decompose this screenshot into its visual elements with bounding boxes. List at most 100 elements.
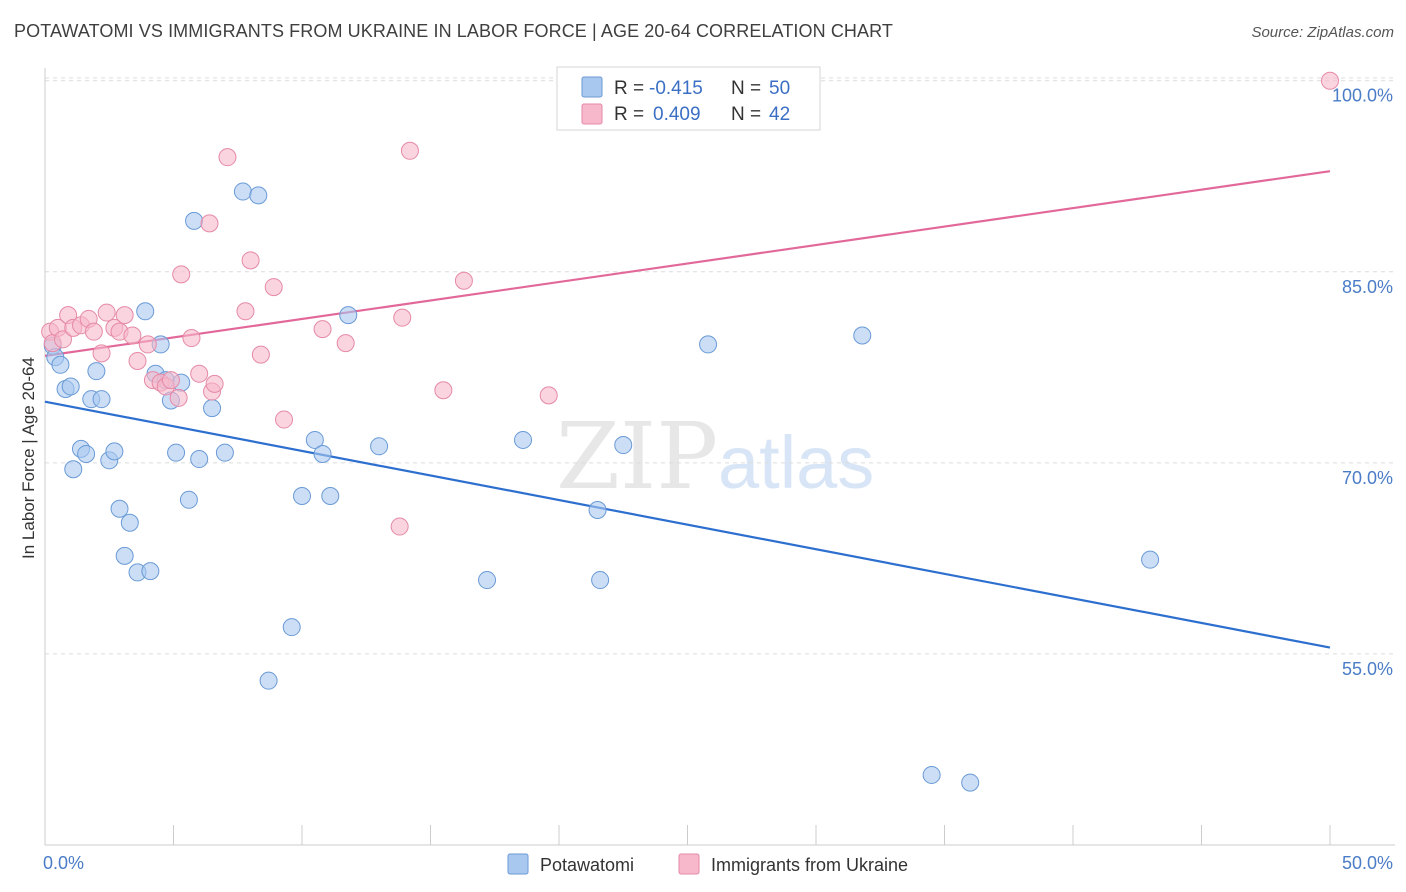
point-ukraine [336,334,355,353]
point-ukraine [123,326,142,345]
point-potawatomi [853,326,872,345]
legend-label-potawatomi: Potawatomi [540,855,634,875]
point-potawatomi [51,355,70,374]
point-potawatomi [136,302,155,321]
point-ukraine [313,320,332,339]
trend-lines [44,170,1331,649]
point-potawatomi [321,486,340,505]
point-potawatomi [614,436,633,455]
point-potawatomi [370,437,389,456]
point-ukraine [241,251,260,270]
chart-title: POTAWATOMI VS IMMIGRANTS FROM UKRAINE IN… [14,21,893,41]
point-potawatomi [110,499,129,518]
legend-r-label: R = [614,78,644,99]
point-ukraine [218,148,237,167]
point-ukraine [275,410,294,429]
axes [44,68,1395,846]
point-potawatomi [478,571,497,590]
point-potawatomi [259,671,278,690]
legend-r-value: 0.409 [653,104,701,125]
legend-n-value: 42 [769,104,790,125]
watermark-zip: ZIP [556,403,718,510]
point-ukraine [138,335,157,354]
point-potawatomi [233,182,252,201]
trend-line-ukraine [44,170,1331,357]
legend-r-value: -0.415 [649,78,703,99]
y-tick-label: 100.0% [1332,86,1393,106]
y-tick-label: 70.0% [1342,468,1393,488]
point-ukraine [200,214,219,233]
legend-swatch-potawatomi [581,76,603,98]
point-potawatomi [339,306,358,325]
trend-line-potawatomi [44,400,1331,649]
point-ukraine [128,351,147,370]
legend-n-label: N = [731,104,761,125]
point-ukraine [169,388,188,407]
point-potawatomi [141,562,160,581]
point-ukraine [53,330,72,349]
x-tick-label: 0.0% [43,853,84,873]
series-legend: Potawatomi Immigrants from Ukraine [507,853,908,875]
point-ukraine [172,265,191,284]
point-potawatomi [92,390,111,409]
point-potawatomi [61,377,80,396]
point-potawatomi [305,430,324,449]
source-label: Source: ZipAtlas.com [1251,24,1394,41]
legend-n-value: 50 [769,78,790,99]
point-potawatomi [514,430,533,449]
point-potawatomi [282,618,301,637]
point-ukraine [205,374,224,393]
point-ukraine [264,278,283,297]
legend-swatch-ukraine [581,103,603,125]
point-ukraine [400,141,419,160]
point-ukraine [390,517,409,536]
point-potawatomi [961,773,980,792]
point-potawatomi [115,546,134,565]
point-potawatomi [87,362,106,381]
point-potawatomi [293,486,311,505]
point-ukraine [393,308,412,327]
point-ukraine [454,271,473,290]
watermark: ZIP atlas [556,403,874,510]
legend-swatch-potawatomi [507,853,529,875]
legend-label-ukraine: Immigrants from Ukraine [711,855,908,875]
legend-n-label: N = [731,78,761,99]
stats-legend: R = -0.415 N = 50 R = 0.409 N = 42 [556,66,821,131]
point-ukraine [236,302,255,321]
point-ukraine [182,329,201,348]
point-ukraine [92,344,111,363]
point-potawatomi [1141,550,1160,569]
point-potawatomi [203,399,222,418]
point-ukraine [84,322,103,341]
y-tick-label: 55.0% [1342,659,1393,679]
point-potawatomi [699,335,718,354]
point-ukraine [251,345,270,364]
point-potawatomi [179,490,198,509]
point-ukraine [97,303,116,322]
point-potawatomi [185,211,204,230]
y-tick-labels: 55.0% 70.0% 85.0% 100.0% [1332,86,1393,679]
point-potawatomi [249,186,268,205]
data-points [41,71,1339,792]
point-potawatomi [190,450,209,469]
point-ukraine [1321,71,1339,90]
point-ukraine [434,381,453,400]
point-potawatomi [120,513,139,532]
gridlines [45,77,1395,655]
x-tick-labels: 0.0% 50.0% [43,853,1393,873]
point-ukraine [115,306,134,325]
point-potawatomi [591,571,610,590]
point-potawatomi [215,443,234,462]
point-potawatomi [167,443,186,462]
point-ukraine [161,371,180,390]
point-potawatomi [313,444,332,463]
x-tick-label: 50.0% [1342,853,1393,873]
point-potawatomi [77,444,96,463]
point-potawatomi [922,765,941,784]
point-potawatomi [105,442,124,461]
point-ukraine [190,364,209,383]
point-ukraine [539,386,558,405]
legend-swatch-ukraine [678,853,700,875]
point-potawatomi [588,500,607,519]
